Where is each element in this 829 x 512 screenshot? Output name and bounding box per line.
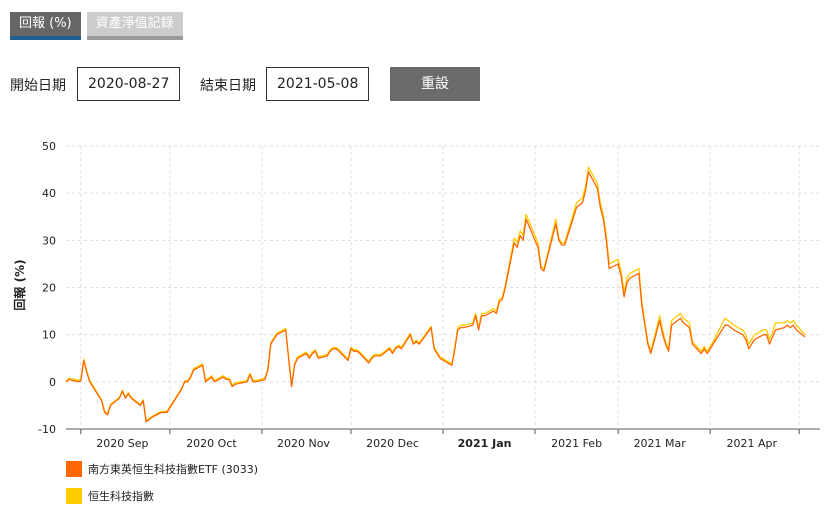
grid-lines [66, 145, 820, 430]
tab-bar: 回報 (%) 資產淨值記錄 [10, 12, 183, 40]
y-tick-label: 10 [42, 329, 56, 342]
y-axis-label: 回報 (%) [12, 259, 27, 310]
end-date-input[interactable]: 2021-05-08 [266, 67, 369, 101]
legend-label-etf: 南方東英恒生科技指數ETF (3033) [88, 463, 259, 476]
x-tick-label: 2020 Sep [96, 437, 148, 450]
x-tick-label: 2020 Dec [366, 437, 419, 450]
y-axis-ticks: -10 0 10 20 30 40 50 [38, 140, 56, 436]
y-tick-label: -10 [38, 423, 56, 436]
end-date-label: 結束日期 [200, 78, 256, 94]
x-tick-label: 2021 Apr [726, 437, 777, 450]
legend-swatch-etf [66, 461, 82, 477]
y-tick-label: 30 [42, 234, 56, 247]
date-range-form: 開始日期 2020-08-27 結束日期 2021-05-08 重設 [10, 67, 810, 101]
series-lines [65, 166, 806, 423]
legend-item-index[interactable]: 恒生科技指數 [66, 488, 154, 504]
legend-label-index: 恒生科技指數 [88, 490, 154, 503]
y-tick-label: 40 [42, 187, 56, 200]
tab-return[interactable]: 回報 (%) [10, 12, 81, 40]
x-tick-label: 2020 Oct [186, 437, 237, 450]
y-tick-label: 0 [49, 376, 56, 389]
start-date-label: 開始日期 [10, 78, 66, 94]
x-axis-ticks: 2020 Sep 2020 Oct 2020 Nov 2020 Dec 2021 Jan… [80, 429, 800, 450]
reset-button[interactable]: 重設 [390, 67, 480, 101]
series-line-index [65, 166, 806, 422]
start-date-input[interactable]: 2020-08-27 [77, 67, 180, 101]
x-tick-label: 2021 Feb [551, 437, 602, 450]
y-tick-label: 50 [42, 140, 56, 153]
y-tick-label: 20 [42, 282, 56, 295]
x-tick-label: 2021 Jan [458, 437, 512, 450]
tab-nav-history[interactable]: 資產淨值記錄 [86, 12, 183, 40]
series-line-etf [65, 171, 806, 423]
x-tick-label: 2020 Nov [277, 437, 330, 450]
legend-item-etf[interactable]: 南方東英恒生科技指數ETF (3033) [66, 461, 258, 477]
legend-swatch-index [66, 488, 82, 504]
x-tick-label: 2021 Mar [634, 437, 687, 450]
